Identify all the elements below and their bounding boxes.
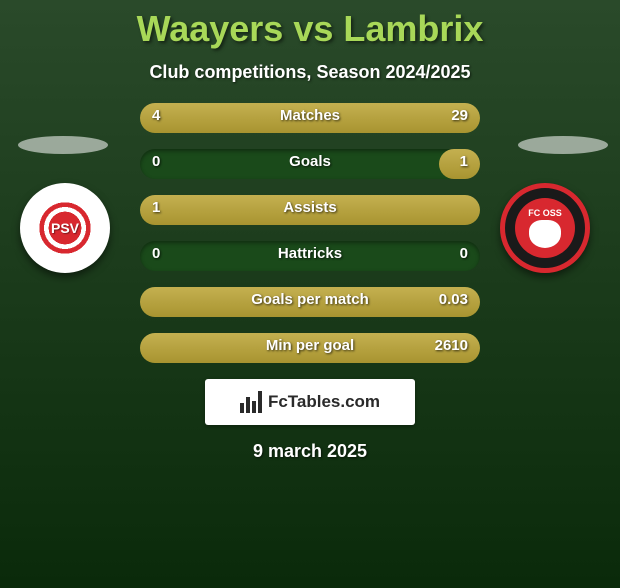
fcoss-badge-icon: FC OSS (500, 183, 590, 273)
stat-bar: 4Matches29 (140, 103, 480, 133)
stat-bar: 0Hattricks0 (140, 241, 480, 271)
team-left-logo: PSV (20, 183, 120, 273)
stat-right-value: 29 (451, 107, 468, 124)
stat-label: Hattricks (140, 245, 480, 262)
bull-icon (529, 220, 561, 248)
subtitle: Club competitions, Season 2024/2025 (0, 62, 620, 83)
stat-label: Goals per match (140, 291, 480, 308)
logo-shadow-left (18, 136, 108, 154)
stat-right-value: 0.03 (439, 291, 468, 308)
stat-bar: Goals per match0.03 (140, 287, 480, 317)
stat-bar: Min per goal2610 (140, 333, 480, 363)
fctables-badge[interactable]: FcTables.com (205, 379, 415, 425)
stat-label: Assists (140, 199, 480, 216)
date-text: 9 march 2025 (0, 441, 620, 462)
chart-icon (240, 391, 262, 413)
stat-bar: 0Goals1 (140, 149, 480, 179)
stat-bar: 1Assists (140, 195, 480, 225)
page-title: Waayers vs Lambrix (0, 8, 620, 50)
stat-label: Goals (140, 153, 480, 170)
psv-badge-text: PSV (32, 195, 98, 261)
fcoss-badge-text: FC OSS (528, 208, 562, 218)
stat-right-value: 1 (460, 153, 468, 170)
stat-right-value: 0 (460, 245, 468, 262)
stat-right-value: 2610 (435, 337, 468, 354)
fctables-text: FcTables.com (268, 392, 380, 412)
stat-label: Min per goal (140, 337, 480, 354)
psv-badge-icon: PSV (20, 183, 110, 273)
stats-container: 4Matches290Goals11Assists0Hattricks0Goal… (140, 103, 480, 363)
team-right-logo: FC OSS (500, 183, 600, 273)
stat-label: Matches (140, 107, 480, 124)
logo-shadow-right (518, 136, 608, 154)
